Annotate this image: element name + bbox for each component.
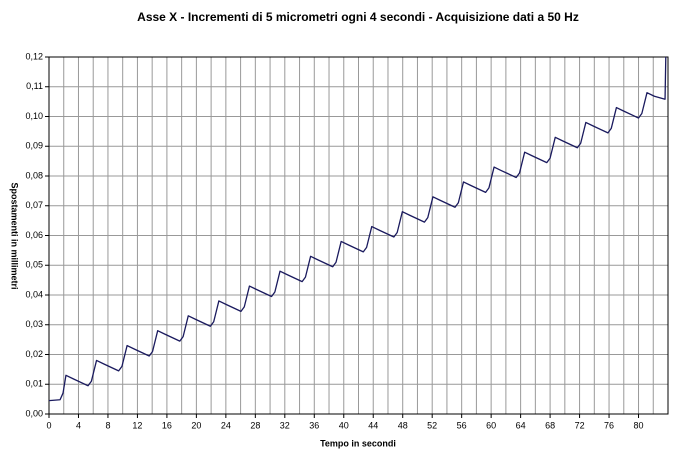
plot-border (48, 56, 669, 415)
x-tick-label: 8 (105, 420, 110, 430)
x-tick-label: 20 (191, 420, 201, 430)
y-tick-label: 0,05 (25, 260, 43, 270)
x-tick-label: 60 (486, 420, 496, 430)
x-tick-label: 80 (634, 420, 644, 430)
y-tick-label: 0,08 (25, 170, 43, 180)
y-tick-label: 0,12 (25, 51, 43, 61)
x-tick-label: 12 (132, 420, 142, 430)
y-tick-label: 0,03 (25, 319, 43, 329)
y-tick-label: 0,10 (25, 111, 43, 121)
y-tick-label: 0,01 (25, 379, 43, 389)
x-tick-label: 56 (457, 420, 467, 430)
x-tick-label: 32 (280, 420, 290, 430)
x-tick-label: 48 (398, 420, 408, 430)
x-tick-label: 16 (162, 420, 172, 430)
y-tick-label: 0,11 (26, 81, 43, 91)
y-tick-label: 0,09 (25, 141, 43, 151)
x-tick-label: 64 (516, 420, 526, 430)
x-tick-label: 76 (604, 420, 614, 430)
y-tick-label: 0,04 (25, 289, 43, 299)
y-axis-label: Spostamenti in millimetri (10, 182, 20, 289)
x-tick-label: 72 (575, 420, 585, 430)
y-tick-label: 0,02 (25, 349, 43, 359)
line-series (48, 56, 667, 402)
x-tick-label: 36 (309, 420, 319, 430)
x-tick-label: 4 (76, 420, 81, 430)
x-tick-label: 52 (427, 420, 437, 430)
y-tick-label: 0,06 (25, 230, 43, 240)
x-axis-label: Tempo in secondi (320, 438, 396, 448)
x-tick-label: 0 (46, 420, 51, 430)
x-tick-label: 24 (221, 420, 231, 430)
chart-title: Asse X - Incrementi di 5 micrometri ogni… (137, 10, 579, 24)
x-tick-label: 28 (250, 420, 260, 430)
x-tick-label: 44 (368, 420, 378, 430)
y-tick-label: 0,07 (25, 200, 43, 210)
y-tick-label: 0,00 (25, 408, 43, 418)
x-tick-label: 68 (545, 420, 555, 430)
x-tick-label: 40 (339, 420, 349, 430)
